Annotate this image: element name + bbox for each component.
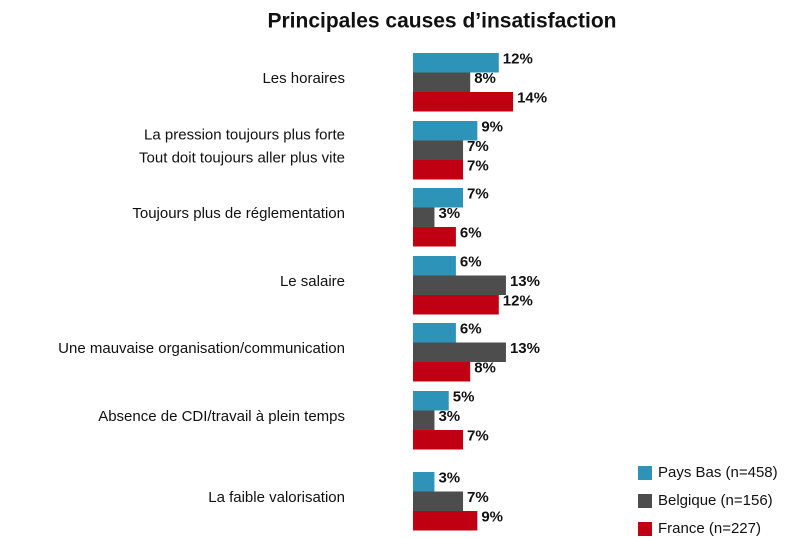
bar	[413, 227, 456, 247]
bar	[413, 160, 464, 180]
bar	[413, 53, 499, 73]
category-label: Le salaire	[280, 273, 345, 290]
bar	[413, 188, 464, 208]
value-label: 7%	[467, 158, 489, 175]
chart-title: Principales causes d’insatisfaction	[268, 10, 617, 33]
bar	[413, 275, 506, 295]
legend-swatch	[638, 494, 652, 508]
bar	[413, 323, 456, 343]
legend-swatch	[638, 466, 652, 480]
bar	[413, 121, 478, 141]
value-label: 14%	[517, 90, 547, 107]
value-label: 7%	[467, 186, 489, 203]
category-label: Les horaires	[262, 70, 345, 87]
bar	[413, 256, 456, 276]
value-label: 13%	[510, 273, 540, 290]
value-label: 7%	[467, 138, 489, 155]
value-label: 7%	[467, 489, 489, 506]
bar	[413, 472, 435, 492]
bar	[413, 207, 435, 227]
legend-label: France (n=227)	[658, 520, 761, 537]
bar	[413, 342, 506, 362]
value-label: 9%	[481, 509, 503, 526]
bar	[413, 92, 514, 112]
value-label: 9%	[481, 119, 503, 136]
value-label: 5%	[453, 389, 475, 406]
bar	[413, 511, 478, 531]
value-label: 13%	[510, 340, 540, 357]
value-label: 6%	[460, 321, 482, 338]
legend-swatch	[638, 522, 652, 536]
value-label: 12%	[503, 293, 533, 310]
bar	[413, 430, 464, 450]
category-label: La pression toujours plus forte	[144, 127, 345, 144]
value-label: 3%	[438, 408, 460, 425]
category-label: Tout doit toujours aller plus vite	[139, 150, 345, 167]
value-label: 6%	[460, 254, 482, 271]
value-label: 3%	[438, 470, 460, 487]
value-label: 8%	[474, 360, 496, 377]
bar	[413, 295, 499, 315]
value-label: 3%	[438, 205, 460, 222]
category-label: Une mauvaise organisation/communication	[58, 340, 345, 357]
legend-label: Pays Bas (n=458)	[658, 464, 778, 481]
bar	[413, 362, 471, 382]
bar	[413, 140, 464, 160]
value-label: 6%	[460, 225, 482, 242]
bar	[413, 410, 435, 430]
bar	[413, 491, 464, 511]
legend-label: Belgique (n=156)	[658, 492, 773, 509]
value-label: 7%	[467, 428, 489, 445]
category-label: Toujours plus de réglementation	[132, 205, 345, 222]
category-label: La faible valorisation	[208, 489, 345, 506]
value-label: 8%	[474, 70, 496, 87]
category-label: Absence de CDI/travail à plein temps	[98, 408, 345, 425]
bar	[413, 72, 471, 92]
value-label: 12%	[503, 51, 533, 68]
bar	[413, 391, 449, 411]
